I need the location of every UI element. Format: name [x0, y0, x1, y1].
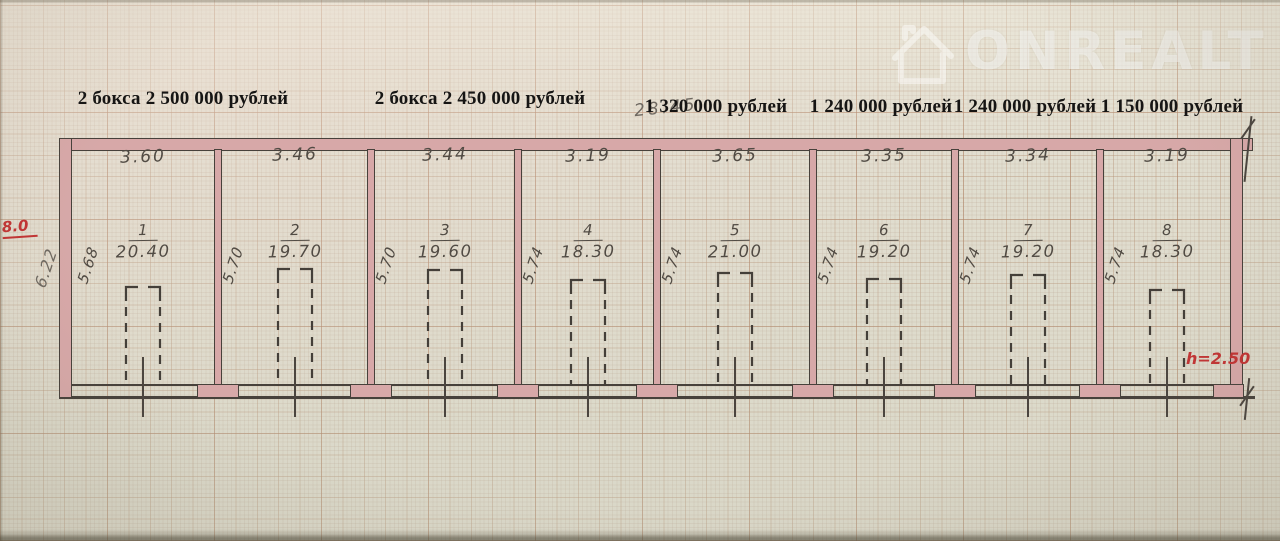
facade-pier-3 — [497, 384, 539, 398]
box-2-width-dim: 3.46 — [271, 144, 319, 166]
box-6-depth-dim: 5.74 — [813, 243, 843, 287]
price-label-boxes-3-4: 2 бокса 2 450 000 рублей — [374, 88, 586, 109]
box-7-area: 19.20 — [1000, 241, 1056, 262]
facade-pier-6 — [934, 384, 976, 398]
box-8-label: 8 18.30 — [1139, 220, 1195, 262]
box-7-depth-dim: 5.74 — [955, 243, 985, 287]
door-opening-box-3 — [426, 268, 464, 386]
box-3-label: 3 19.60 — [417, 220, 473, 262]
door-opening-box-2 — [276, 267, 314, 386]
box-2-depth-dim: 5.70 — [218, 243, 248, 287]
box-7-label: 7 19.20 — [1000, 220, 1056, 262]
overall-depth-dim: 6.22 — [31, 245, 61, 291]
ceiling-height-note: h=2.50 — [1186, 349, 1251, 368]
box-7-width-dim: 3.34 — [1004, 145, 1052, 167]
box-7-number: 7 — [1012, 220, 1043, 242]
price-label-box-7: 1 240 000 рублей — [953, 96, 1097, 117]
box-6-area: 19.20 — [856, 241, 912, 262]
box-3-width-dim: 3.44 — [421, 144, 469, 166]
box-4-area: 18.30 — [560, 241, 616, 262]
partition-wall-1-2 — [214, 149, 222, 386]
box-1-label: 1 20.40 — [115, 220, 171, 262]
house-outline-icon — [892, 25, 954, 84]
box-1-area: 20.40 — [115, 241, 171, 262]
box-5-number: 5 — [719, 220, 750, 242]
box-2-area: 19.70 — [267, 241, 323, 262]
box-6-number: 6 — [868, 220, 899, 242]
box-1-number: 1 — [127, 220, 158, 242]
box-3-area: 19.60 — [417, 241, 473, 262]
left-wall — [59, 138, 72, 398]
facade-pier-1 — [197, 384, 239, 398]
partition-wall-2-3 — [367, 149, 375, 386]
partition-wall-6-7 — [951, 149, 959, 386]
box-6-width-dim: 3.35 — [860, 145, 908, 167]
door-opening-box-5 — [716, 271, 754, 386]
box-8-area: 18.30 — [1139, 241, 1195, 262]
partition-wall-7-8 — [1096, 149, 1104, 386]
box-8-width-dim: 3.19 — [1143, 145, 1191, 167]
box-5-area: 21.00 — [707, 241, 763, 262]
box-5-depth-dim: 5.74 — [657, 243, 687, 287]
box-2-label: 2 19.70 — [267, 220, 323, 262]
facade-pier-5 — [792, 384, 834, 398]
box-3-depth-dim: 5.70 — [371, 243, 401, 287]
price-label-box-8: 1 150 000 рублей — [1100, 96, 1244, 117]
red-left-note: 8.0 — [1, 215, 38, 240]
partition-wall-5-6 — [809, 149, 817, 386]
door-opening-box-6 — [865, 277, 903, 386]
facade-pier-4 — [636, 384, 678, 398]
box-4-width-dim: 3.19 — [564, 145, 612, 167]
door-opening-box-8 — [1148, 288, 1186, 386]
box-4-label: 4 18.30 — [560, 220, 616, 262]
price-label-box-6: 1 240 000 рублей — [809, 96, 953, 117]
box-8-depth-dim: 5.74 — [1100, 243, 1130, 287]
box-2-number: 2 — [279, 220, 310, 242]
door-opening-box-4 — [569, 278, 607, 386]
box-4-depth-dim: 5.74 — [518, 243, 548, 287]
box-8-number: 8 — [1151, 220, 1182, 242]
box-1-width-dim: 3.60 — [119, 146, 167, 168]
door-opening-box-7 — [1009, 273, 1047, 386]
facade-pier-2 — [350, 384, 392, 398]
partition-wall-4-5 — [653, 149, 661, 386]
box-5-width-dim: 3.65 — [711, 145, 759, 167]
partition-wall-3-4 — [514, 149, 522, 386]
box-5-label: 5 21.00 — [707, 220, 763, 262]
facade-pier-right-end — [1213, 384, 1244, 398]
box-1-depth-dim: 5.68 — [73, 243, 103, 287]
box-3-number: 3 — [429, 220, 460, 242]
door-opening-box-1 — [124, 285, 162, 386]
box-4-number: 4 — [572, 220, 603, 242]
facade-pier-7 — [1079, 384, 1121, 398]
box-6-label: 6 19.20 — [856, 220, 912, 262]
watermark: ONREALT — [891, 18, 1269, 84]
price-label-boxes-1-2: 2 бокса 2 500 000 рублей — [77, 88, 289, 109]
watermark-brand: ONREALT — [965, 20, 1269, 82]
price-label-box-5: 1 320 000 рублей — [644, 96, 788, 117]
